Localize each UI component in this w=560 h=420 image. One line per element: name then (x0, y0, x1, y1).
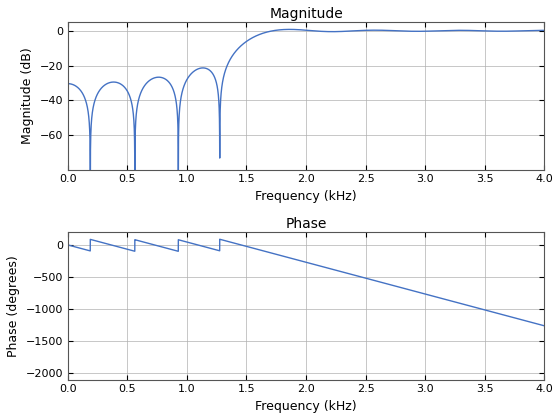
Title: Magnitude: Magnitude (269, 7, 343, 21)
Y-axis label: Phase (degrees): Phase (degrees) (7, 255, 20, 357)
X-axis label: Frequency (kHz): Frequency (kHz) (255, 190, 357, 203)
Y-axis label: Magnitude (dB): Magnitude (dB) (21, 47, 34, 144)
Title: Phase: Phase (286, 217, 326, 231)
X-axis label: Frequency (kHz): Frequency (kHz) (255, 400, 357, 413)
